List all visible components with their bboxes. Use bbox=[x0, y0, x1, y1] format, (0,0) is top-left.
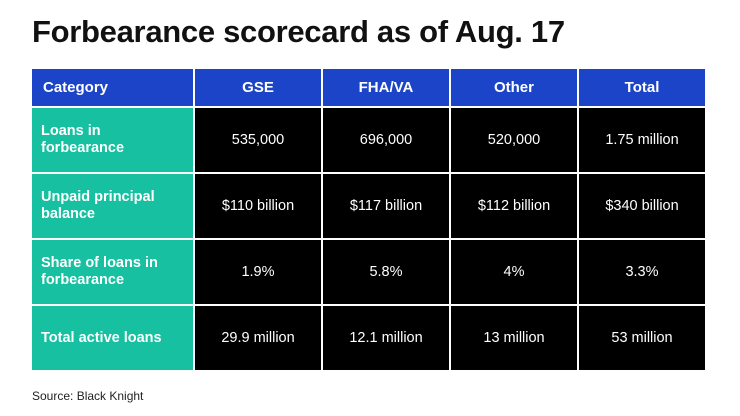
table-cell: 29.9 million bbox=[195, 306, 321, 370]
table-cell: 1.75 million bbox=[579, 108, 705, 172]
column-header-fha-va: FHA/VA bbox=[323, 69, 449, 106]
table-cell: 535,000 bbox=[195, 108, 321, 172]
column-header-other: Other bbox=[451, 69, 577, 106]
table-cell: $110 billion bbox=[195, 174, 321, 238]
table-cell: $117 billion bbox=[323, 174, 449, 238]
column-header-category: Category bbox=[32, 69, 193, 106]
scorecard-table: Category GSE FHA/VA Other Total Loans in… bbox=[32, 69, 705, 370]
table-cell: $112 billion bbox=[451, 174, 577, 238]
column-header-total: Total bbox=[579, 69, 705, 106]
table-cell: 5.8% bbox=[323, 240, 449, 304]
row-label-share-of-loans: Share of loans in forbearance bbox=[32, 240, 193, 304]
table-grid: Category GSE FHA/VA Other Total Loans in… bbox=[32, 69, 705, 370]
table-cell: 12.1 million bbox=[323, 306, 449, 370]
column-header-gse: GSE bbox=[195, 69, 321, 106]
table-cell: 4% bbox=[451, 240, 577, 304]
row-label-total-active-loans: Total active loans bbox=[32, 306, 193, 370]
source-note: Source: Black Knight bbox=[32, 389, 144, 403]
table-cell: 3.3% bbox=[579, 240, 705, 304]
row-label-loans-in-forbearance: Loans in forbearance bbox=[32, 108, 193, 172]
table-cell: 53 million bbox=[579, 306, 705, 370]
row-label-unpaid-principal-balance: Unpaid principal balance bbox=[32, 174, 193, 238]
table-cell: 520,000 bbox=[451, 108, 577, 172]
table-cell: 13 million bbox=[451, 306, 577, 370]
chart-title: Forbearance scorecard as of Aug. 17 bbox=[32, 14, 565, 49]
table-cell: 696,000 bbox=[323, 108, 449, 172]
table-cell: $340 billion bbox=[579, 174, 705, 238]
table-cell: 1.9% bbox=[195, 240, 321, 304]
